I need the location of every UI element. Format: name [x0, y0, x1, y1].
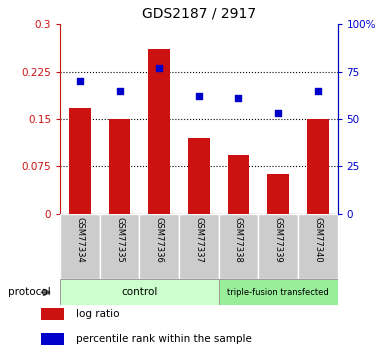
- Bar: [258, 214, 298, 279]
- Bar: [148, 49, 170, 214]
- Bar: [139, 214, 179, 279]
- Bar: [298, 214, 338, 279]
- Bar: [100, 214, 139, 279]
- Bar: [109, 119, 130, 214]
- Title: GDS2187 / 2917: GDS2187 / 2917: [142, 6, 256, 20]
- Point: [275, 110, 281, 116]
- Point: [236, 95, 242, 101]
- Text: control: control: [121, 287, 158, 297]
- Bar: [219, 279, 338, 305]
- Bar: [41, 333, 64, 345]
- Bar: [228, 155, 249, 214]
- Text: percentile rank within the sample: percentile rank within the sample: [76, 334, 252, 344]
- Text: protocol: protocol: [8, 287, 50, 297]
- Bar: [179, 214, 219, 279]
- Text: GSM77337: GSM77337: [194, 217, 203, 263]
- Point: [116, 88, 123, 93]
- Bar: [60, 214, 100, 279]
- Text: triple-fusion transfected: triple-fusion transfected: [227, 288, 329, 297]
- Text: GSM77338: GSM77338: [234, 217, 243, 263]
- Point: [196, 93, 202, 99]
- Bar: [41, 308, 64, 320]
- Text: GSM77339: GSM77339: [274, 217, 282, 262]
- Bar: [69, 108, 91, 214]
- Text: GSM77335: GSM77335: [115, 217, 124, 262]
- Text: log ratio: log ratio: [76, 309, 120, 319]
- Bar: [267, 174, 289, 214]
- Bar: [307, 119, 329, 214]
- Point: [315, 88, 321, 93]
- Text: GSM77336: GSM77336: [155, 217, 164, 263]
- Point: [77, 78, 83, 84]
- Text: GSM77334: GSM77334: [75, 217, 85, 262]
- Bar: [188, 138, 210, 214]
- Bar: [219, 214, 258, 279]
- Point: [156, 65, 162, 70]
- Text: GSM77340: GSM77340: [313, 217, 322, 262]
- Bar: [60, 279, 219, 305]
